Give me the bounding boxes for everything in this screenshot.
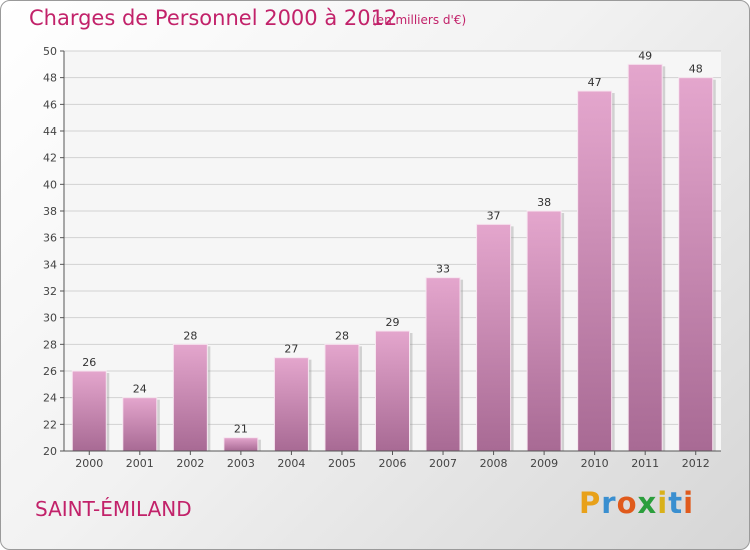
bar xyxy=(526,210,562,452)
x-tick-label: 2011 xyxy=(631,457,659,470)
bar xyxy=(627,63,663,452)
data-label: 21 xyxy=(234,423,248,436)
x-tick-label: 2002 xyxy=(176,457,204,470)
logo-letter: i xyxy=(683,486,695,520)
y-tick-label: 32 xyxy=(43,285,57,298)
x-tick-label: 2009 xyxy=(530,457,558,470)
x-tick-label: 2010 xyxy=(581,457,609,470)
logo-letter: x xyxy=(637,486,658,520)
bar xyxy=(476,223,512,452)
bar xyxy=(71,370,107,452)
bar xyxy=(577,90,613,452)
bars: 26 24 28 21 27 28 29 33 37 38 47 49 48 xyxy=(71,49,716,452)
data-label: 27 xyxy=(284,343,298,356)
bar xyxy=(172,343,208,452)
x-tick-label: 2001 xyxy=(126,457,154,470)
x-tick-label: 2006 xyxy=(379,457,407,470)
logo-letter: P xyxy=(579,486,602,520)
y-tick-label: 24 xyxy=(43,392,57,405)
x-tick-label: 2012 xyxy=(682,457,710,470)
logo-letter: i xyxy=(657,486,669,520)
data-label: 48 xyxy=(689,63,703,76)
y-tick-label: 48 xyxy=(43,72,57,85)
logo-letter: r xyxy=(601,486,617,520)
proxiti-logo: Proxiti xyxy=(579,486,694,520)
y-tick-label: 34 xyxy=(43,258,57,271)
data-label: 37 xyxy=(487,209,501,222)
y-tick-label: 50 xyxy=(43,45,57,58)
data-label: 28 xyxy=(183,329,197,342)
data-label: 28 xyxy=(335,329,349,342)
x-tick-label: 2005 xyxy=(328,457,356,470)
bar xyxy=(122,397,158,452)
logo-letter: t xyxy=(668,486,684,520)
data-label: 38 xyxy=(537,196,551,209)
bar xyxy=(223,437,259,452)
y-tick-label: 44 xyxy=(43,125,57,138)
data-label: 26 xyxy=(82,356,96,369)
data-label: 47 xyxy=(588,76,602,89)
y-tick-label: 40 xyxy=(43,178,57,191)
data-label: 29 xyxy=(386,316,400,329)
y-tick-label: 28 xyxy=(43,338,57,351)
location-name: SAINT-ÉMILAND xyxy=(35,497,192,521)
y-tick-label: 26 xyxy=(43,365,57,378)
y-tick-label: 36 xyxy=(43,232,57,245)
y-tick-label: 22 xyxy=(43,418,57,431)
bar xyxy=(375,330,410,452)
bar xyxy=(273,357,309,452)
bar xyxy=(324,343,360,452)
chart-subtitle: (en milliers d'€) xyxy=(372,13,467,27)
data-label: 24 xyxy=(133,383,147,396)
chart-title: Charges de Personnel 2000 à 2012 xyxy=(29,6,398,30)
y-tick-label: 30 xyxy=(43,312,57,325)
data-label: 33 xyxy=(436,263,450,276)
bar xyxy=(678,77,714,452)
bar xyxy=(425,277,461,452)
logo-letter: o xyxy=(616,486,638,520)
x-tick-label: 2003 xyxy=(227,457,255,470)
y-tick-label: 42 xyxy=(43,152,57,165)
x-tick-label: 2008 xyxy=(480,457,508,470)
x-tick-label: 2004 xyxy=(277,457,305,470)
x-tick-label: 2007 xyxy=(429,457,457,470)
y-tick-label: 38 xyxy=(43,205,57,218)
y-tick-label: 46 xyxy=(43,98,57,111)
y-tick-label: 20 xyxy=(43,445,57,458)
axes: 20 22 24 26 28 30 32 34 36 38 40 42 44 46 48 50 2000 2001… xyxy=(43,45,721,470)
x-tick-label: 2000 xyxy=(75,457,103,470)
data-label: 49 xyxy=(638,49,652,62)
